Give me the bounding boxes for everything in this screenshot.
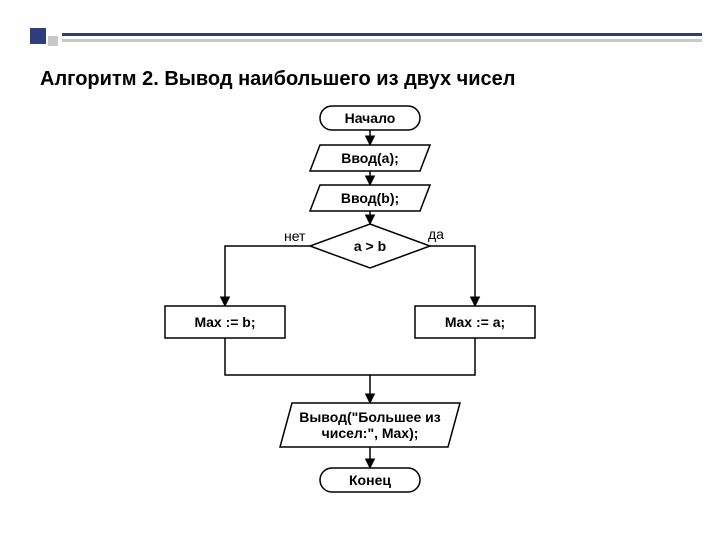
node-inputA: [310, 145, 430, 171]
node-cond: [310, 224, 430, 268]
node-inputB: [310, 185, 430, 211]
flowchart: [0, 0, 720, 540]
branch-label-yes: да: [428, 226, 444, 242]
node-end: [320, 468, 420, 492]
node-output: [280, 403, 460, 447]
node-maxA: [415, 306, 535, 338]
node-maxB: [165, 306, 285, 338]
branch-label-no: нет: [284, 228, 305, 244]
node-start: [320, 106, 420, 130]
